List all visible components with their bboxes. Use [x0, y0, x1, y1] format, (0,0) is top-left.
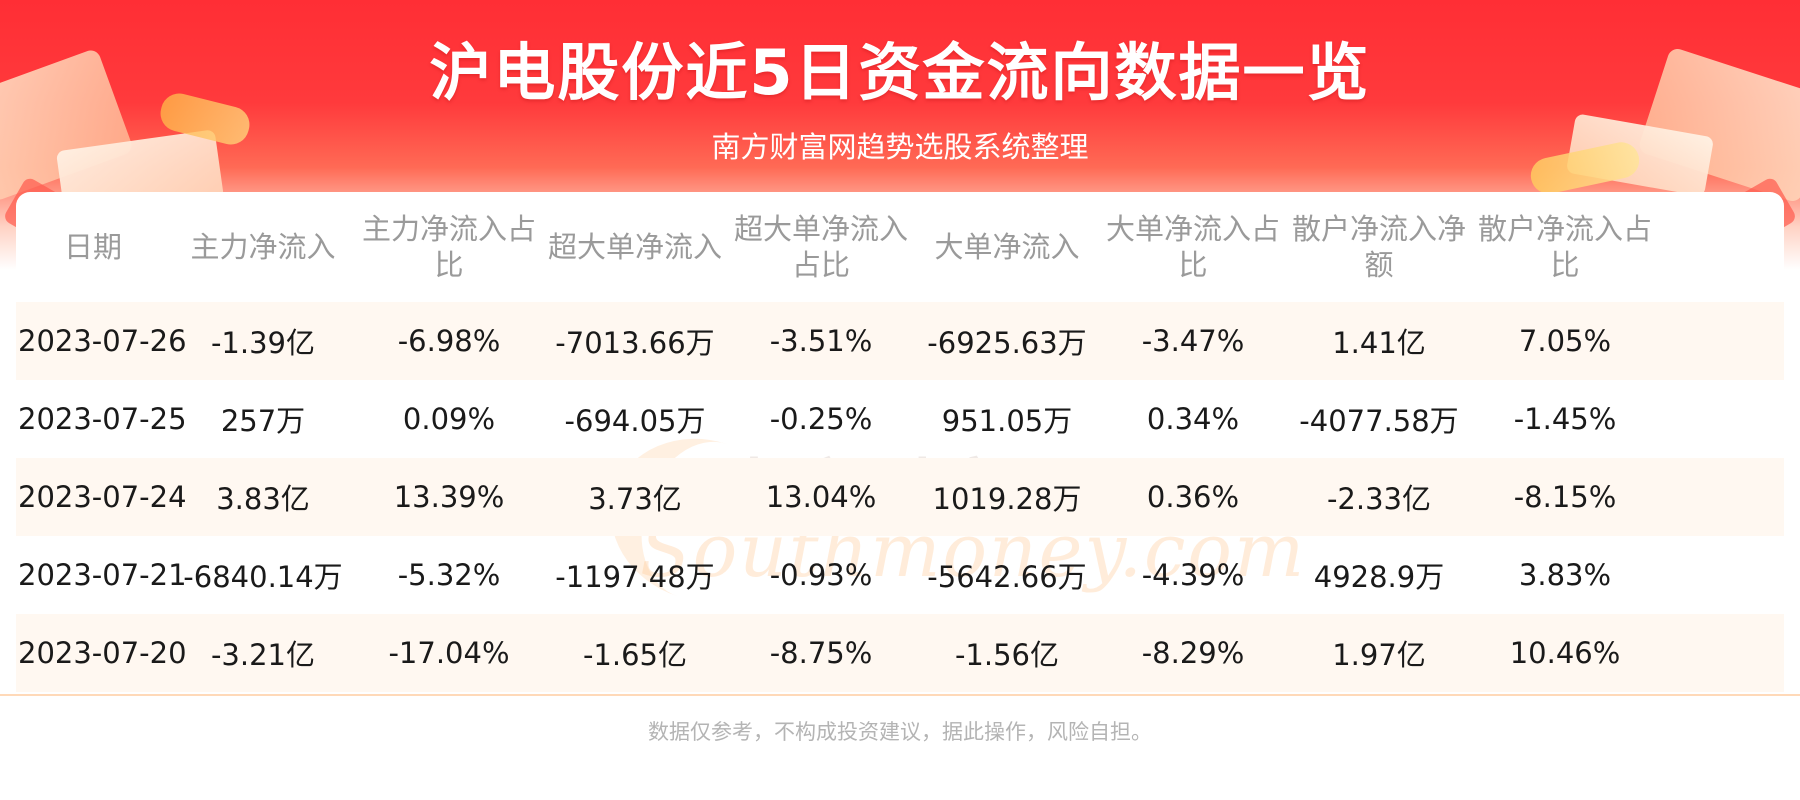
cell-xl-order-inflow-ratio: -0.93%: [769, 558, 873, 592]
cell-xl-order-inflow: -7013.66万: [555, 326, 715, 360]
cell-main-inflow: 3.83亿: [216, 482, 310, 516]
cell-retail-inflow-ratio: 3.83%: [1518, 558, 1612, 592]
cell-retail-inflow-ratio: 10.46%: [1509, 636, 1621, 670]
header-large-order-inflow-ratio: 大单净流入占比: [1105, 212, 1280, 282]
table-row: 2023-07-24 3.83亿 13.39% 3.73亿 13.04% 101…: [16, 458, 1784, 536]
cell-retail-net-inflow: 1.41亿: [1332, 326, 1426, 360]
cell-xl-order-inflow-ratio: -3.51%: [769, 324, 873, 358]
cell-retail-inflow-ratio: -1.45%: [1513, 402, 1617, 436]
cell-main-inflow: -6840.14万: [183, 560, 343, 594]
table-row: 2023-07-20 -3.21亿 -17.04% -1.65亿 -8.75% …: [16, 614, 1784, 692]
cell-main-inflow-ratio: -17.04%: [388, 636, 510, 670]
table-header-row: 日期 主力净流入 主力净流入占比 超大单净流入 超大单净流入占比 大单净流入 大…: [16, 192, 1784, 302]
cell-retail-net-inflow: 4928.9万: [1313, 560, 1445, 594]
cell-large-order-inflow: -1.56亿: [954, 638, 1060, 672]
table-row: 2023-07-21 -6840.14万 -5.32% -1197.48万 -0…: [16, 536, 1784, 614]
cell-retail-inflow-ratio: 7.05%: [1518, 324, 1612, 358]
cell-date: 2023-07-20: [18, 636, 187, 670]
cell-main-inflow-ratio: -6.98%: [397, 324, 501, 358]
cell-main-inflow: 257万: [220, 404, 306, 438]
cell-main-inflow: -1.39亿: [210, 326, 316, 360]
disclaimer-text: 数据仅参考，不构成投资建议，据此操作，风险自担。: [648, 720, 1152, 744]
cell-xl-order-inflow: 3.73亿: [588, 482, 682, 516]
footer-divider: [0, 694, 1800, 696]
cell-xl-order-inflow: -694.05万: [564, 404, 706, 438]
cell-main-inflow-ratio: 0.09%: [402, 402, 496, 436]
cell-date: 2023-07-25: [18, 402, 187, 436]
cell-retail-net-inflow: -4077.58万: [1299, 404, 1459, 438]
cell-date: 2023-07-24: [18, 480, 187, 514]
cell-large-order-inflow: -5642.66万: [927, 560, 1087, 594]
fund-flow-table: 日期 主力净流入 主力净流入占比 超大单净流入 超大单净流入占比 大单净流入 大…: [16, 192, 1784, 692]
cell-xl-order-inflow: -1.65亿: [582, 638, 688, 672]
cell-large-order-inflow: 951.05万: [941, 404, 1073, 438]
header-main-inflow: 主力净流入: [190, 230, 336, 264]
cell-retail-net-inflow: -2.33亿: [1326, 482, 1432, 516]
cell-large-order-inflow: -6925.63万: [927, 326, 1087, 360]
table-row: 2023-07-26 -1.39亿 -6.98% -7013.66万 -3.51…: [16, 302, 1784, 380]
page-title: 沪电股份近5日资金流向数据一览: [429, 36, 1371, 109]
header-date: 日期: [63, 230, 122, 264]
header-main-inflow-ratio: 主力净流入占比: [361, 212, 536, 282]
table-row: 2023-07-25 257万 0.09% -694.05万 -0.25% 95…: [16, 380, 1784, 458]
cell-xl-order-inflow-ratio: 13.04%: [765, 480, 877, 514]
cell-main-inflow: -3.21亿: [210, 638, 316, 672]
cell-xl-order-inflow: -1197.48万: [555, 560, 715, 594]
cell-retail-net-inflow: 1.97亿: [1332, 638, 1426, 672]
cell-large-order-inflow-ratio: 0.34%: [1146, 402, 1240, 436]
cell-date: 2023-07-21: [18, 558, 187, 592]
header-large-order-inflow: 大单净流入: [934, 230, 1080, 264]
header-retail-net-inflow: 散户净流入净额: [1291, 212, 1466, 282]
cell-retail-inflow-ratio: -8.15%: [1513, 480, 1617, 514]
header-xl-order-inflow: 超大单净流入: [547, 230, 722, 264]
header-xl-order-inflow-ratio: 超大单净流入占比: [733, 212, 908, 282]
cell-date: 2023-07-26: [18, 324, 187, 358]
cell-main-inflow-ratio: 13.39%: [393, 480, 505, 514]
cell-large-order-inflow-ratio: -3.47%: [1141, 324, 1245, 358]
cell-large-order-inflow-ratio: 0.36%: [1146, 480, 1240, 514]
cell-large-order-inflow-ratio: -4.39%: [1141, 558, 1245, 592]
cell-xl-order-inflow-ratio: -8.75%: [769, 636, 873, 670]
cell-main-inflow-ratio: -5.32%: [397, 558, 501, 592]
cell-xl-order-inflow-ratio: -0.25%: [769, 402, 873, 436]
cell-large-order-inflow-ratio: -8.29%: [1141, 636, 1245, 670]
cell-large-order-inflow: 1019.28万: [932, 482, 1082, 516]
table-card: [16, 192, 1784, 692]
page-subtitle: 南方财富网趋势选股系统整理: [711, 130, 1089, 164]
header-retail-inflow-ratio: 散户净流入占比: [1477, 212, 1652, 282]
